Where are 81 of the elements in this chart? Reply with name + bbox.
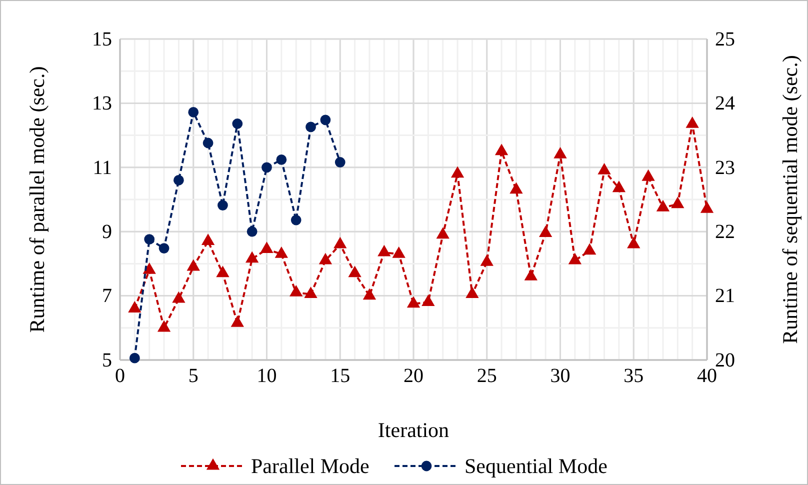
point [450, 166, 464, 178]
point [348, 266, 362, 278]
point [422, 294, 435, 306]
point [245, 251, 259, 263]
point [642, 169, 655, 181]
point [700, 202, 714, 213]
point [276, 154, 287, 165]
point [129, 352, 140, 364]
y2-tick-label: 20 [715, 349, 735, 372]
point [568, 252, 582, 264]
point [334, 236, 347, 248]
y2-axis-title: Runtime of sequential mode (sec.) [778, 55, 802, 344]
y-tick-label: 11 [92, 156, 112, 179]
point [334, 157, 346, 168]
point [656, 200, 670, 212]
y2-tick-label: 22 [715, 221, 735, 243]
point [174, 175, 184, 186]
x-tick-label: 25 [476, 365, 497, 388]
x-tick-label: 35 [624, 365, 644, 388]
point [202, 138, 214, 148]
point [260, 242, 274, 254]
point [378, 244, 391, 256]
point [612, 180, 626, 192]
point [158, 243, 170, 254]
point [671, 196, 684, 208]
point [128, 301, 142, 312]
point [392, 246, 406, 258]
y-tick-label: 9 [102, 221, 112, 243]
point [436, 227, 450, 239]
x-tick-label: 0 [115, 365, 125, 388]
point [186, 259, 200, 271]
point [494, 144, 508, 156]
point [216, 266, 230, 278]
point [510, 182, 523, 194]
point [157, 320, 171, 332]
point [598, 163, 611, 174]
x-tick-label: 5 [188, 365, 198, 388]
x-axis-title: Iteration [378, 418, 450, 442]
point [480, 254, 494, 266]
y-tick-label: 7 [102, 285, 112, 308]
point [246, 226, 258, 237]
point [172, 291, 186, 303]
point [406, 296, 420, 308]
point [554, 146, 567, 158]
x-tick-label: 30 [550, 365, 570, 388]
point [304, 286, 318, 298]
point [230, 315, 244, 327]
y2-tick-label: 21 [715, 285, 735, 308]
point [290, 284, 303, 296]
point [274, 246, 288, 258]
legend-label: Sequential Mode [464, 454, 608, 478]
point [290, 214, 302, 226]
x-tick-label: 15 [330, 365, 350, 388]
y2-tick-label: 25 [715, 28, 735, 50]
point [466, 286, 479, 298]
legend-label: Parallel Mode [251, 454, 370, 478]
x-tick-label: 40 [697, 365, 717, 388]
y-tick-label: 15 [92, 28, 112, 50]
point [538, 226, 552, 238]
y-axis-title: Runtime of parallel mode (sec.) [25, 66, 49, 333]
point [201, 234, 215, 246]
point [188, 106, 199, 118]
point [218, 200, 228, 210]
point [524, 268, 538, 280]
point [232, 118, 243, 129]
y2-tick-label: 24 [715, 92, 735, 115]
y-tick-label: 5 [102, 349, 112, 372]
point [142, 262, 156, 274]
x-tick-label: 10 [256, 365, 277, 388]
point [262, 162, 272, 173]
y-tick-label: 13 [92, 92, 112, 115]
point [362, 288, 376, 300]
point [320, 114, 331, 126]
x-tick-label: 20 [404, 365, 424, 388]
point [627, 236, 640, 248]
point [686, 116, 699, 128]
point [583, 243, 596, 255]
point [318, 252, 332, 264]
y2-tick-label: 23 [715, 156, 735, 179]
point [306, 122, 316, 132]
point [144, 234, 155, 244]
